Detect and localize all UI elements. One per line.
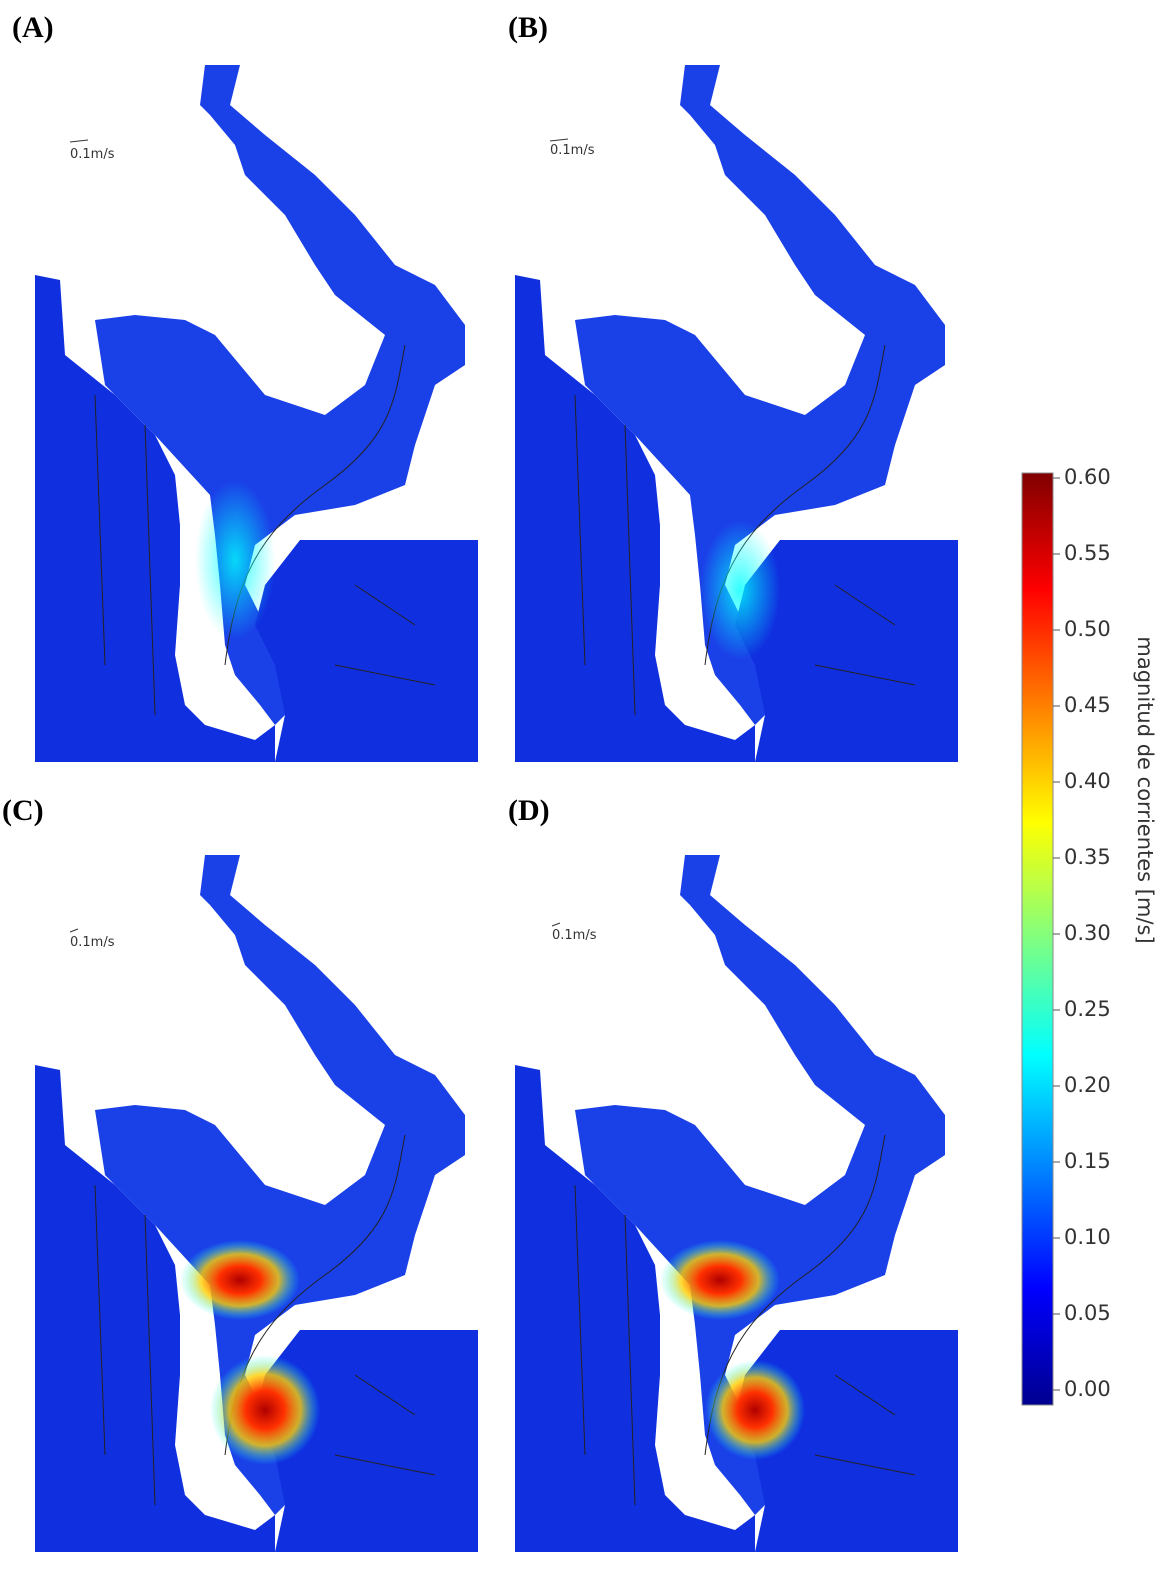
tick-label: 0.45 xyxy=(1064,693,1111,717)
colorbar-label: magnitud de corrientes [m/s] xyxy=(1133,636,1157,943)
colorbar-scale xyxy=(1021,472,1054,1406)
panel-a xyxy=(34,64,479,763)
tick-label: 0.35 xyxy=(1064,845,1111,869)
tick-label: 0.40 xyxy=(1064,769,1111,793)
scale-label: 0.1m/s xyxy=(552,928,597,943)
scale-label: 0.1m/s xyxy=(70,935,115,950)
colorbar: 0.00 0.05 0.10 0.15 0.20 0.25 0.30 0.35 0.40 0.45… xyxy=(1021,465,1111,1406)
tick-label: 0.20 xyxy=(1064,1073,1111,1097)
panel-label: (B) xyxy=(508,11,548,44)
tick-label: 0.15 xyxy=(1064,1149,1111,1173)
tick-label: 0.00 xyxy=(1064,1377,1111,1401)
panel-label: (C) xyxy=(2,794,44,827)
panel-label: (D) xyxy=(508,794,550,827)
scale-label: 0.1m/s xyxy=(550,143,595,158)
tick-label: 0.10 xyxy=(1064,1225,1111,1249)
panel-d xyxy=(514,854,959,1553)
tick-label: 0.05 xyxy=(1064,1301,1111,1325)
tick-label: 0.60 xyxy=(1064,465,1111,489)
panel-c xyxy=(34,854,479,1553)
scale-label: 0.1m/s xyxy=(70,147,115,162)
tick-label: 0.50 xyxy=(1064,617,1111,641)
tick-label: 0.55 xyxy=(1064,541,1111,565)
panel-label: (A) xyxy=(12,11,54,44)
tick-label: 0.30 xyxy=(1064,921,1111,945)
panel-b xyxy=(514,64,959,763)
tick-label: 0.25 xyxy=(1064,997,1111,1021)
scale-arrows xyxy=(69,138,569,933)
